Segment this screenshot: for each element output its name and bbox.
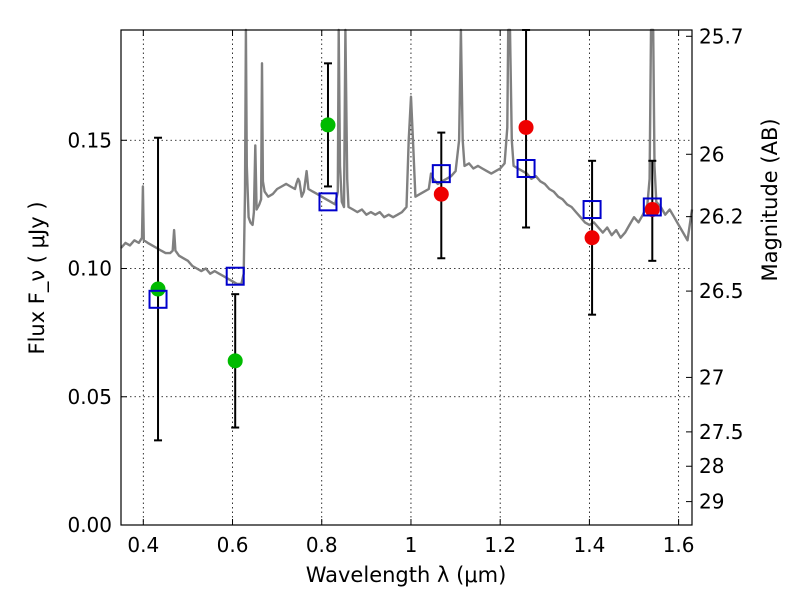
y-tick-label: 0.05 (67, 385, 112, 409)
model-spectrum-line (120, 28, 694, 286)
marker-layer (148, 117, 662, 369)
errorbar-layer (154, 29, 657, 442)
plot-frame (120, 29, 693, 526)
x-tick-label: 1.2 (484, 533, 516, 557)
mag-tick-label: 29 (699, 490, 724, 514)
x-tick-label: 1 (405, 533, 418, 557)
model-photometry-square (582, 200, 602, 220)
tick-labels: 0.4 0.6 0.8 1 1.2 1.4 1.6 0.00 0.05 0.10 0.15 25.7 2… (67, 24, 743, 557)
mag-tick-label: 26.5 (699, 279, 744, 303)
observed-point-green (320, 117, 336, 133)
mag-tick-label: 26.2 (699, 205, 744, 229)
mag-tick-label: 27 (699, 365, 724, 389)
x-axis-label: Wavelength λ (μm) (306, 563, 507, 587)
y2-axis-label: Magnitude (AB) (758, 118, 782, 281)
model-photometry-square (516, 158, 536, 178)
y-tick-label: 0.15 (67, 128, 112, 152)
y-tick-label: 0.00 (67, 513, 112, 537)
model-photometry-square (642, 197, 662, 217)
observed-point-red (433, 186, 449, 202)
y-tick-label: 0.10 (67, 257, 112, 281)
grid-lines (121, 30, 692, 526)
mag-tick-label: 28 (699, 454, 724, 478)
x-tick-label: 1.4 (573, 533, 605, 557)
model-photometry-square (225, 266, 245, 286)
observed-point-red (644, 202, 660, 218)
model-photometry-square (148, 289, 168, 309)
ticks-layer (121, 30, 692, 526)
x-tick-label: 0.4 (127, 533, 159, 557)
spectrum-layer (120, 28, 694, 286)
x-tick-label: 0.8 (306, 533, 338, 557)
y-axis-label: Flux F_ν ( μJy ) (25, 201, 50, 354)
model-photometry-square (431, 164, 451, 184)
mag-tick-label: 27.5 (699, 420, 744, 444)
mag-tick-label: 26 (699, 142, 724, 166)
x-tick-label: 1.6 (663, 533, 695, 557)
observed-point-red (518, 119, 534, 135)
observed-point-green (150, 281, 166, 297)
observed-point-red (584, 230, 600, 246)
x-tick-label: 0.6 (217, 533, 249, 557)
observed-point-green (227, 353, 243, 369)
model-photometry-square (318, 192, 338, 212)
mag-tick-label: 25.7 (699, 24, 744, 48)
